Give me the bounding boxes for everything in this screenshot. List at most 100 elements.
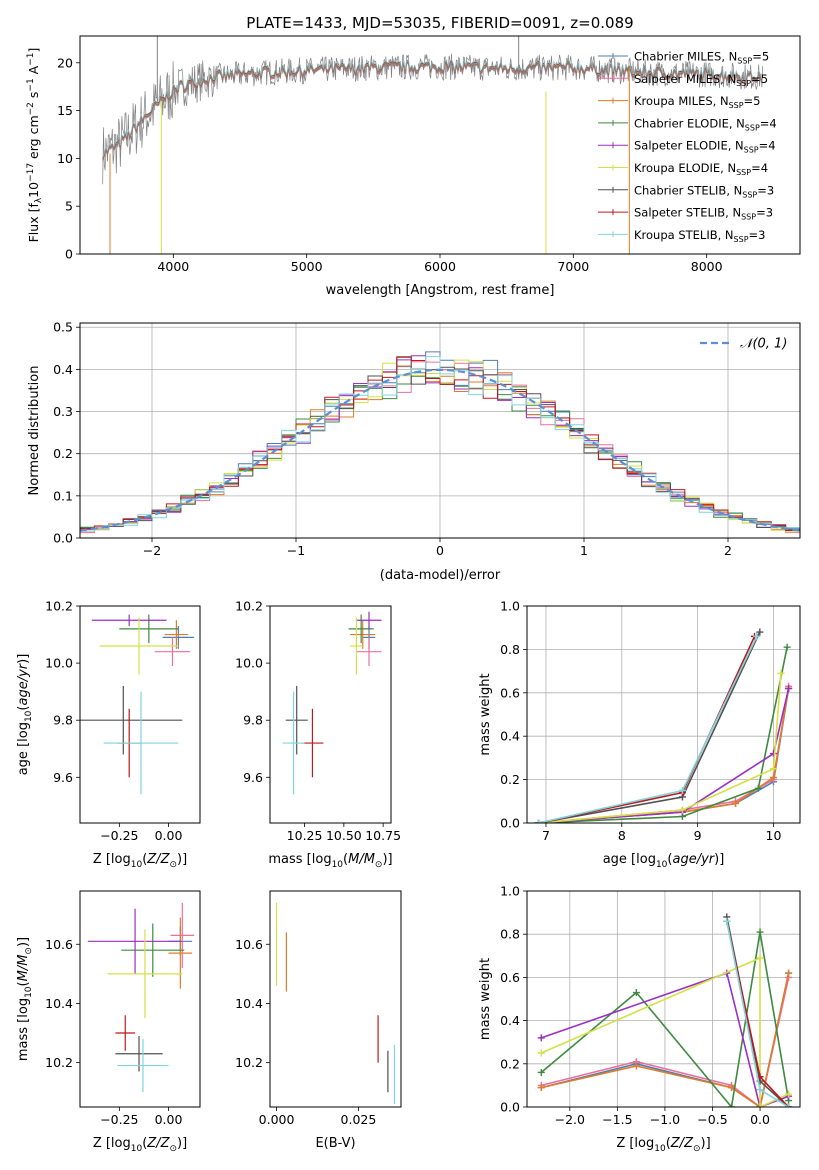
mass-weight-marker <box>728 1103 736 1107</box>
mass-weight-marker <box>756 954 764 962</box>
x-tick-label: 8 <box>618 828 626 843</box>
spectrum-legend: Chabrier MILES, NSSP=5 Salpeter MILES, NS… <box>598 50 777 244</box>
mass-weight-marker <box>537 1034 545 1042</box>
massweight-vs-age-panel: 7 8 9 10 0.0 0.2 0.4 0.6 0.8 1.0 age [log10(age/yr… <box>478 599 801 870</box>
mass-vs-Z-axes-frame <box>79 890 201 1108</box>
mass-weight-line <box>540 956 789 1107</box>
x-tick-label: 8000 <box>691 259 723 274</box>
y-axis-label: Flux [fλ10−17 erg cm−2 s−1 A−1] <box>26 48 44 243</box>
y-axis-label: mass weight <box>478 673 493 755</box>
errorbar-point <box>356 637 382 666</box>
model-spectrum-line <box>102 58 763 158</box>
x-tick-label: 0.00 <box>155 828 183 843</box>
mass-weight-line <box>538 647 788 823</box>
residual-hist-axes-frame <box>79 322 801 539</box>
x-tick-label: 1 <box>580 543 588 558</box>
mass-weight-marker <box>769 773 777 781</box>
errorbar-point <box>91 614 167 626</box>
legend-entry: Kroupa MILES, NSSP=5 <box>634 94 760 110</box>
y-tick-label: 10.2 <box>45 599 73 614</box>
errorbar-point <box>99 617 179 675</box>
spectrum-panel: 4000 5000 6000 7000 8000 0 5 10 15 20 wavelength [… <box>26 35 801 298</box>
axis-label: Z [log10(Z/Z⊙)] <box>93 1136 187 1154</box>
y-tick-label: 0.5 <box>53 320 73 335</box>
y-tick-label: 20 <box>57 55 73 70</box>
y-tick-label: 10.4 <box>235 996 263 1011</box>
y-tick-label: 1.0 <box>500 599 520 614</box>
axis-label: age [log10(age/yr)] <box>603 852 725 870</box>
residual-hist-panel: −2 −1 0 1 2 0.0 0.1 0.2 0.3 0.4 0.5 (data-model)/er… <box>27 320 801 583</box>
y-tick-label: 9.6 <box>243 770 263 785</box>
legend-entry: Chabrier STELIB, NSSP=3 <box>634 183 774 199</box>
mass-weight-marker <box>756 1086 764 1094</box>
residual-hist-plot-area <box>80 351 800 534</box>
y-tick-label: 0.8 <box>500 927 520 942</box>
y-tick-label: 0.0 <box>500 816 520 831</box>
mass-weight-marker <box>678 806 686 814</box>
massweight-vs-Z-panel: −2.0 −1.5 −1.0 −0.5 0.0 0.0 0.2 0.4 0.6 0.8 1.0 Z [… <box>478 884 801 1154</box>
massweight-vs-age-axes-frame <box>526 605 801 824</box>
legend-entry: Chabrier MILES, NSSP=5 <box>634 50 769 66</box>
y-tick-label: 0.0 <box>500 1100 520 1115</box>
y-tick-label: 0.4 <box>500 1013 520 1028</box>
age-vs-mass-plot-area <box>282 611 382 795</box>
y-tick-label: 10.0 <box>235 656 263 671</box>
mass-weight-marker <box>769 765 777 773</box>
x-tick-label: 10 <box>766 828 782 843</box>
y-tick-label: 0.6 <box>500 970 520 985</box>
mass-weight-marker <box>756 628 764 636</box>
x-axis-label: wavelength [Angstrom, rest frame] <box>326 283 555 298</box>
age-vs-Z-panel: −0.25 0.00 9.6 9.8 10.0 10.2 Z [log10(Z/Z⊙)] ag… <box>16 599 201 870</box>
y-tick-label: 0.0 <box>53 531 73 546</box>
errorbar-point <box>115 1015 136 1051</box>
x-tick-label: 0.025 <box>341 1112 377 1127</box>
y-tick-label: 10.2 <box>235 599 263 614</box>
mass-vs-Z-panel: −0.25 0.00 10.2 10.4 10.6 Z [log10(Z/Z⊙)] mass… <box>16 890 201 1154</box>
errorbar-point <box>117 1038 169 1093</box>
x-tick-label: 7000 <box>557 259 589 274</box>
x-tick-label: 0.0 <box>750 1112 770 1127</box>
errorbar-point <box>87 908 183 974</box>
mass-weight-line <box>538 688 790 823</box>
mass-weight-marker <box>534 819 542 823</box>
mass-weight-line <box>541 972 789 1107</box>
age-vs-mass-axes-frame <box>269 605 392 824</box>
legend-entry: Kroupa ELODIE, NSSP=4 <box>634 161 768 177</box>
mass-weight-line <box>538 636 756 823</box>
y-tick-label: 10.6 <box>235 937 263 952</box>
x-tick-label: −1 <box>287 543 305 558</box>
mass-vs-ebv-axes-frame <box>269 890 402 1108</box>
axis-label: Z [log10(Z/Z⊙)] <box>616 1136 710 1154</box>
y-axis-label: mass weight <box>478 958 493 1040</box>
legend-entry: Salpeter MILES, NSSP=5 <box>634 72 768 88</box>
errorbar-point <box>154 637 191 666</box>
errorbar-point <box>282 691 305 795</box>
age-vs-mass-panel: 10.25 10.50 10.75 9.6 9.8 10.0 10.2 mass [log10… <box>235 599 401 871</box>
mass-weight-marker <box>754 784 762 792</box>
mass-weight-line <box>538 688 790 823</box>
errorbar-point <box>285 685 308 755</box>
mass-weight-line <box>538 686 790 823</box>
mass-weight-marker <box>777 669 785 677</box>
errorbar-point <box>350 620 376 649</box>
mass-weight-line <box>540 931 790 1107</box>
mass-weight-marker <box>537 1084 545 1092</box>
y-tick-label: 0.8 <box>500 642 520 657</box>
mass-weight-marker <box>756 928 764 936</box>
axis-label: mass [log10(M/M⊙)] <box>16 937 34 1061</box>
y-tick-label: 0.2 <box>53 446 73 461</box>
x-tick-label: 7 <box>542 828 550 843</box>
errorbar-point <box>164 620 189 649</box>
legend-entry: 𝒩(0, 1) <box>740 337 787 352</box>
legend-entry: Salpeter STELIB, NSSP=3 <box>634 206 773 222</box>
mass-weight-line <box>538 631 761 823</box>
errorbar-point <box>356 611 382 629</box>
errorbar-point <box>162 625 195 649</box>
x-tick-label: 10.50 <box>326 828 362 843</box>
y-tick-label: 10.2 <box>235 1055 263 1070</box>
errorbar-point <box>170 902 195 968</box>
axis-label: E(B-V) <box>315 1136 355 1151</box>
mass-weight-marker <box>678 786 686 794</box>
gaussian-reference-curve <box>80 368 800 532</box>
x-tick-label: −2 <box>143 543 161 558</box>
